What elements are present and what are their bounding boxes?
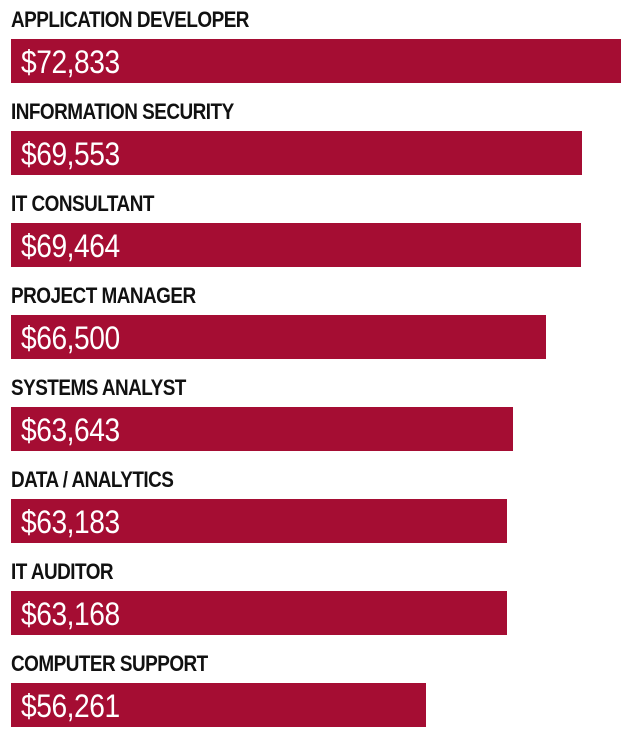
bar xyxy=(11,591,507,635)
bar-value-label: $63,643 xyxy=(21,412,120,448)
bar-row-it-consultant: IT CONSULTANT $69,464 xyxy=(0,192,632,272)
bar xyxy=(11,407,513,451)
bar xyxy=(11,683,426,727)
category-label: DATA / ANALYTICS xyxy=(11,467,174,492)
category-label: COMPUTER SUPPORT xyxy=(11,651,208,676)
category-label: APPLICATION DEVELOPER xyxy=(11,7,249,32)
bar xyxy=(11,223,581,267)
bar-value-label: $56,261 xyxy=(21,688,120,724)
bar-value-label: $69,553 xyxy=(21,136,120,172)
bar-value-label: $63,183 xyxy=(21,504,120,540)
bar-row-systems-analyst: SYSTEMS ANALYST $63,643 xyxy=(0,376,632,456)
bar xyxy=(11,131,582,175)
category-label: IT AUDITOR xyxy=(11,559,114,584)
bar xyxy=(11,315,546,359)
category-label: SYSTEMS ANALYST xyxy=(11,375,186,400)
bar-row-application-developer: APPLICATION DEVELOPER $72,833 xyxy=(0,8,632,88)
bar-value-label: $72,833 xyxy=(21,44,120,80)
bar-row-project-manager: PROJECT MANAGER $66,500 xyxy=(0,284,632,364)
bar-row-data-analytics: DATA / ANALYTICS $63,183 xyxy=(0,468,632,548)
category-label: PROJECT MANAGER xyxy=(11,283,196,308)
category-label: IT CONSULTANT xyxy=(11,191,154,216)
bar-value-label: $63,168 xyxy=(21,596,120,632)
bar xyxy=(11,499,507,543)
bar-row-information-security: INFORMATION SECURITY $69,553 xyxy=(0,100,632,180)
bar xyxy=(11,39,621,83)
bar-row-computer-support: COMPUTER SUPPORT $56,261 xyxy=(0,652,632,732)
bar-value-label: $69,464 xyxy=(21,228,120,264)
bar-value-label: $66,500 xyxy=(21,320,120,356)
category-label: INFORMATION SECURITY xyxy=(11,99,234,124)
bar-row-it-auditor: IT AUDITOR $63,168 xyxy=(0,560,632,640)
